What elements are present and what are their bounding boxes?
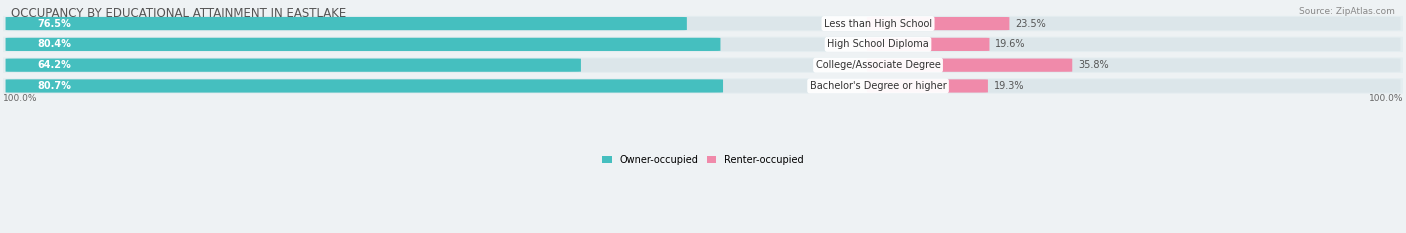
FancyBboxPatch shape — [0, 58, 1406, 73]
FancyBboxPatch shape — [0, 16, 1406, 31]
FancyBboxPatch shape — [868, 79, 1400, 93]
Text: Source: ZipAtlas.com: Source: ZipAtlas.com — [1299, 7, 1395, 16]
Text: OCCUPANCY BY EDUCATIONAL ATTAINMENT IN EASTLAKE: OCCUPANCY BY EDUCATIONAL ATTAINMENT IN E… — [11, 7, 346, 20]
Text: Less than High School: Less than High School — [824, 19, 932, 29]
Text: 35.8%: 35.8% — [1078, 60, 1108, 70]
FancyBboxPatch shape — [868, 17, 1010, 30]
Text: 19.3%: 19.3% — [994, 81, 1024, 91]
FancyBboxPatch shape — [868, 38, 990, 51]
Legend: Owner-occupied, Renter-occupied: Owner-occupied, Renter-occupied — [599, 151, 807, 169]
Text: 100.0%: 100.0% — [1368, 93, 1403, 103]
FancyBboxPatch shape — [6, 58, 889, 72]
Text: College/Associate Degree: College/Associate Degree — [815, 60, 941, 70]
Text: 80.4%: 80.4% — [38, 39, 72, 49]
FancyBboxPatch shape — [868, 79, 988, 93]
FancyBboxPatch shape — [0, 78, 1406, 94]
Text: 19.6%: 19.6% — [995, 39, 1025, 49]
FancyBboxPatch shape — [6, 58, 581, 72]
FancyBboxPatch shape — [6, 38, 720, 51]
FancyBboxPatch shape — [0, 37, 1406, 52]
Text: Bachelor's Degree or higher: Bachelor's Degree or higher — [810, 81, 946, 91]
Text: 100.0%: 100.0% — [3, 93, 38, 103]
FancyBboxPatch shape — [6, 17, 889, 30]
FancyBboxPatch shape — [6, 79, 723, 93]
Text: 80.7%: 80.7% — [38, 81, 72, 91]
FancyBboxPatch shape — [6, 38, 889, 51]
Text: 23.5%: 23.5% — [1015, 19, 1046, 29]
FancyBboxPatch shape — [868, 58, 1073, 72]
Text: 76.5%: 76.5% — [38, 19, 72, 29]
FancyBboxPatch shape — [868, 17, 1400, 30]
FancyBboxPatch shape — [6, 17, 688, 30]
FancyBboxPatch shape — [6, 79, 889, 93]
FancyBboxPatch shape — [868, 58, 1400, 72]
FancyBboxPatch shape — [868, 38, 1400, 51]
Text: High School Diploma: High School Diploma — [827, 39, 929, 49]
Text: 64.2%: 64.2% — [38, 60, 72, 70]
